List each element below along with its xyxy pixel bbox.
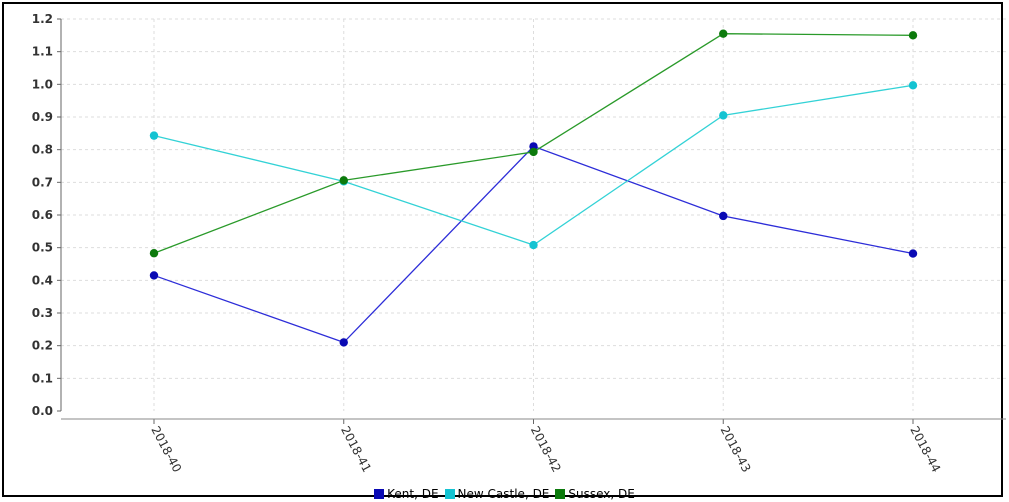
data-point — [719, 111, 728, 120]
data-point — [529, 240, 538, 250]
data-point — [719, 211, 728, 221]
y-tick-label: 0.5 — [32, 241, 53, 255]
data-point — [529, 147, 538, 157]
y-tick-label: 0.3 — [32, 306, 53, 320]
data-point — [149, 131, 159, 140]
y-tick-label: 1.2 — [32, 12, 53, 26]
y-tick-label: 0.2 — [32, 339, 53, 353]
y-tick-label: 1.0 — [32, 77, 53, 91]
data-point — [339, 338, 348, 347]
x-tick-label: 2018-41 — [338, 424, 374, 475]
legend-label: Sussex, DE — [568, 487, 635, 501]
y-tick-label: 0.9 — [32, 110, 53, 124]
legend-swatch — [444, 489, 455, 499]
y-tick-label: 0.4 — [32, 273, 53, 287]
x-tick-label: 2018-42 — [528, 424, 564, 475]
legend-item: New Castle, DE — [444, 487, 550, 501]
data-point — [339, 176, 348, 185]
line-chart: 0.0 0.1 0.2 0.3 0.4 0.5 0.6 0.7 0.8 0.9 1.0 1.1 1.2 2… — [32, 12, 1006, 475]
series-lines — [149, 29, 918, 347]
legend-item: Kent, DE — [374, 487, 439, 501]
legend-item: Sussex, DE — [555, 487, 635, 501]
x-tick-label: 2018-44 — [907, 424, 943, 475]
y-tick-label: 1.1 — [32, 45, 53, 59]
y-tick-label: 0.6 — [32, 208, 53, 222]
grid-lines — [61, 18, 1006, 411]
data-point — [908, 81, 918, 90]
data-point — [908, 31, 918, 40]
x-tick-label: 2018-40 — [148, 424, 184, 475]
y-tick-label: 0.1 — [32, 371, 53, 385]
legend-swatch — [555, 489, 566, 499]
y-tick-label: 0.0 — [32, 404, 53, 418]
legend-swatch — [374, 489, 385, 499]
legend-label: New Castle, DE — [457, 487, 550, 501]
data-point — [149, 271, 159, 280]
y-tick-label: 0.8 — [32, 143, 53, 157]
data-point — [719, 29, 728, 38]
x-tick-label: 2018-43 — [718, 424, 754, 475]
data-point — [908, 249, 918, 258]
data-point — [149, 249, 159, 258]
y-tick-label: 0.7 — [32, 175, 53, 189]
legend-label: Kent, DE — [387, 487, 439, 501]
legend: Kent, DE New Castle, DE Sussex, DE — [0, 486, 1009, 502]
